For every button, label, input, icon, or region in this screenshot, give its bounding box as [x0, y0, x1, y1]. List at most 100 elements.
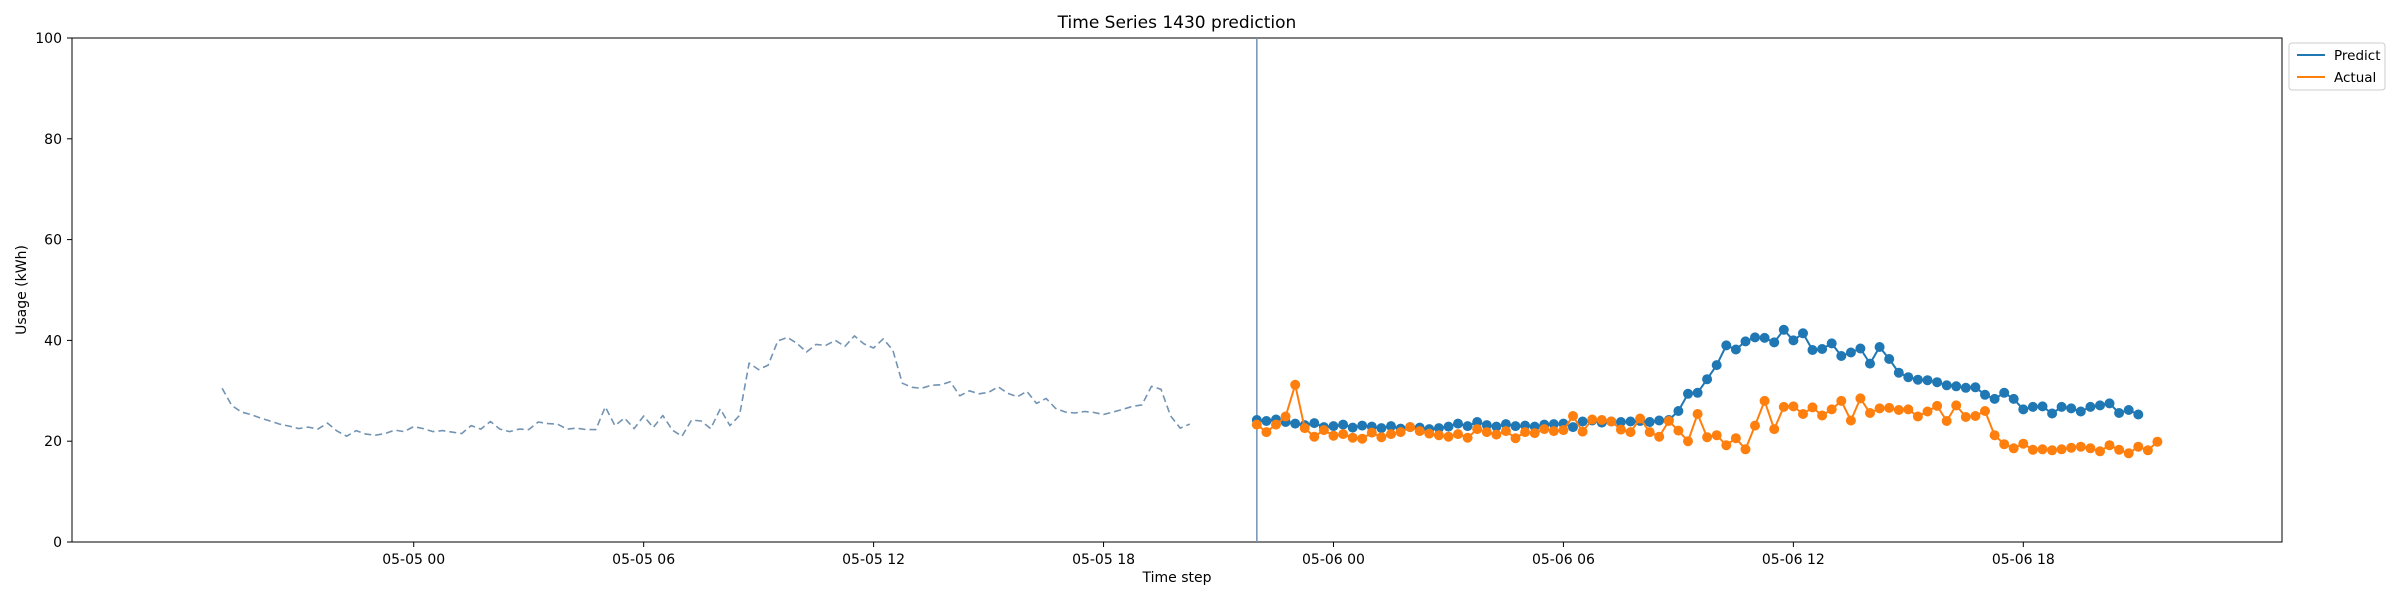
- actual-point: [2047, 445, 2058, 456]
- actual-point: [1405, 422, 1416, 433]
- predict-point: [1730, 344, 1741, 355]
- x-tick-label: 05-05 18: [1072, 552, 1135, 568]
- predict-point: [1683, 388, 1693, 399]
- actual-point: [1750, 420, 1760, 431]
- predict-point: [1491, 421, 1502, 432]
- actual-point: [1635, 413, 1646, 424]
- predict-point: [1759, 332, 1770, 343]
- actual-point: [1414, 426, 1425, 437]
- predict-point: [2133, 409, 2144, 420]
- actual-point: [1568, 411, 1578, 421]
- actual-point: [1481, 427, 1492, 438]
- actual-point: [1980, 406, 1990, 416]
- x-axis-label: Time step: [1142, 570, 1212, 586]
- actual-point: [1625, 427, 1636, 438]
- actual-point: [1999, 439, 2010, 450]
- predict-point: [1941, 380, 1952, 391]
- x-tick-label: 05-06 00: [1302, 552, 1365, 568]
- y-axis-label: Usage (kWh): [14, 245, 30, 335]
- actual-point: [1798, 409, 1808, 419]
- predict-point: [2047, 408, 2058, 419]
- actual-point: [1721, 440, 1732, 451]
- actual-point: [1443, 431, 1454, 442]
- actual-point: [1548, 426, 1559, 437]
- actual-point: [2056, 444, 2067, 455]
- predict-point: [1453, 418, 1463, 429]
- actual-point: [1376, 432, 1387, 443]
- predict-point: [1357, 420, 1368, 431]
- actual-point: [1932, 400, 1943, 411]
- actual-point: [1836, 395, 1847, 406]
- predict-point: [1903, 372, 1914, 383]
- predict-point: [1548, 419, 1559, 430]
- actual-point: [1683, 436, 1693, 447]
- x-tick-label: 05-06 12: [1762, 552, 1825, 568]
- actual-point: [1874, 403, 1885, 414]
- x-tick-label: 05-05 06: [612, 552, 675, 568]
- predict-point: [1568, 422, 1578, 433]
- actual-point: [1644, 427, 1655, 438]
- predict-point: [1692, 387, 1703, 398]
- actual-point: [2066, 442, 2077, 453]
- predict-point: [2056, 401, 2067, 412]
- predict-point: [1443, 421, 1454, 432]
- predict-point: [1625, 416, 1636, 427]
- predict-point: [1347, 422, 1358, 433]
- actual-point: [1424, 428, 1435, 439]
- actual-point: [1989, 430, 2000, 441]
- x-tick-label: 05-05 12: [842, 552, 905, 568]
- actual-point: [2123, 448, 2134, 459]
- actual-point: [1865, 408, 1875, 418]
- x-axis: 05-05 00 05-05 06 05-05 12 05-05 18 05-06 00…: [382, 542, 2055, 568]
- actual-point: [1433, 430, 1444, 441]
- y-tick-label: 40: [44, 333, 62, 349]
- actual-point: [2133, 441, 2144, 452]
- actual-point: [1347, 432, 1358, 443]
- predict-point: [1510, 421, 1521, 432]
- actual-point: [1673, 425, 1684, 436]
- actual-point: [1817, 410, 1828, 421]
- predict-point: [1893, 367, 1904, 378]
- actual-point: [1290, 379, 1301, 390]
- predict-point: [1788, 335, 1799, 346]
- y-tick-label: 60: [44, 233, 62, 249]
- predict-point: [1338, 419, 1349, 430]
- history-layer: [221, 335, 1191, 438]
- actual-point: [2027, 444, 2038, 455]
- predict-point: [1386, 421, 1396, 432]
- actual-point: [1453, 429, 1463, 440]
- actual-point: [2037, 444, 2048, 455]
- actual-point: [1692, 409, 1703, 419]
- actual-point: [1893, 405, 1904, 415]
- actual-point: [2104, 440, 2115, 451]
- actual-point: [1366, 427, 1377, 438]
- actual-point: [1654, 431, 1665, 442]
- predict-point: [1989, 393, 2000, 404]
- actual-point: [1328, 430, 1339, 441]
- actual-point: [1596, 415, 1607, 425]
- actual-point: [1778, 401, 1789, 412]
- predict-point: [1740, 336, 1751, 347]
- actual-point: [2085, 443, 2096, 454]
- chart-title: Time Series 1430 prediction: [1057, 13, 1297, 33]
- predict-point: [1980, 389, 1990, 400]
- predict-point: [1376, 423, 1387, 434]
- plot-frame: [71, 37, 2283, 543]
- actual-point: [1587, 414, 1598, 425]
- x-tick-label: 05-06 18: [1992, 552, 2055, 568]
- predict-point: [1290, 418, 1301, 429]
- predict-point: [1874, 342, 1885, 352]
- actual-point: [1788, 401, 1799, 412]
- actual-point: [1271, 419, 1281, 430]
- predict-point: [1960, 382, 1971, 393]
- predict-point: [1951, 381, 1962, 392]
- actual-point: [1970, 411, 1981, 421]
- actual-point: [2095, 446, 2105, 457]
- actual-point: [1903, 404, 1914, 415]
- predict-point: [1912, 374, 1923, 385]
- y-tick-label: 80: [44, 132, 62, 148]
- predict-point: [2085, 401, 2096, 412]
- predict-point: [1922, 375, 1933, 386]
- actual-point: [1951, 400, 1962, 411]
- predict-point: [1462, 421, 1473, 432]
